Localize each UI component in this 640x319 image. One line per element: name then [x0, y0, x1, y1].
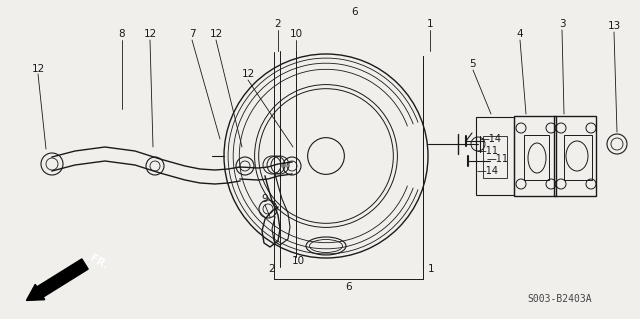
- Text: 4: 4: [516, 29, 524, 39]
- Bar: [554, 116, 596, 196]
- Text: 12: 12: [143, 29, 157, 39]
- Text: 1: 1: [428, 264, 435, 274]
- Text: —14: —14: [477, 166, 499, 176]
- Text: —14: —14: [480, 134, 502, 144]
- Text: 12: 12: [209, 29, 223, 39]
- Text: 7: 7: [189, 29, 195, 39]
- Text: 8: 8: [118, 29, 125, 39]
- FancyArrow shape: [26, 259, 88, 300]
- Text: —11: —11: [487, 154, 509, 164]
- Text: 1: 1: [427, 19, 433, 29]
- Text: 5: 5: [470, 59, 476, 69]
- Text: 9: 9: [262, 194, 268, 204]
- Text: S003-B2403A: S003-B2403A: [528, 294, 592, 304]
- Text: 10: 10: [291, 256, 305, 266]
- Bar: [564, 135, 592, 180]
- Text: 13: 13: [607, 21, 621, 31]
- Text: —11: —11: [477, 146, 499, 156]
- Text: 2: 2: [269, 264, 275, 274]
- Bar: [476, 117, 514, 195]
- Text: 10: 10: [289, 29, 303, 39]
- Bar: [514, 116, 556, 196]
- Text: 12: 12: [241, 69, 255, 79]
- Text: 3: 3: [559, 19, 565, 29]
- Text: 2: 2: [275, 19, 282, 29]
- Text: 12: 12: [31, 64, 45, 74]
- Text: 6: 6: [345, 282, 352, 292]
- Text: 6: 6: [352, 7, 358, 17]
- Bar: [483, 136, 507, 178]
- Bar: [524, 135, 549, 180]
- Text: FR.: FR.: [88, 253, 110, 271]
